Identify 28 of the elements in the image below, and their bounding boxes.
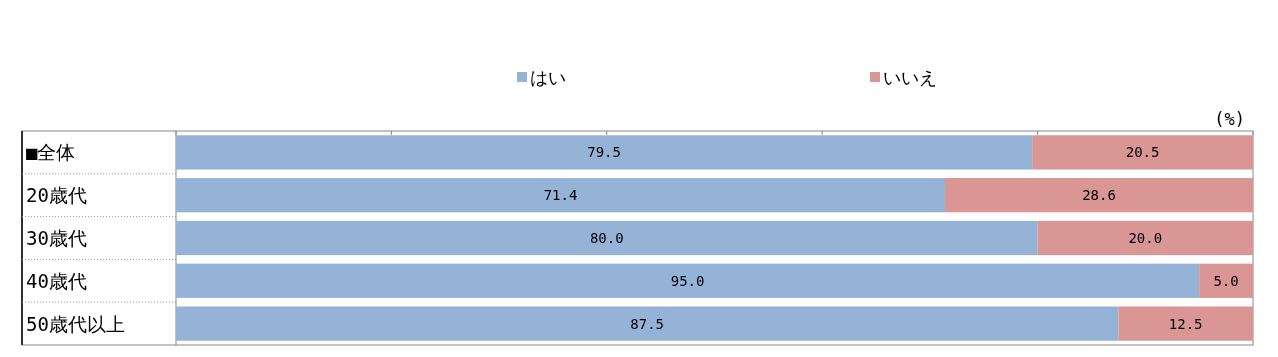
y-tick-label: 30歳代 (26, 227, 87, 249)
bar (176, 263, 1200, 298)
data-label: 71.4 (543, 187, 578, 204)
data-label: 20.0 (1128, 230, 1163, 246)
bar (176, 135, 1033, 170)
bar (1118, 306, 1254, 341)
bar (176, 178, 945, 213)
data-label: 5.0 (1213, 272, 1239, 289)
data-label: 80.0 (589, 230, 624, 246)
data-label: 79.5 (587, 144, 621, 161)
legend-label: いいえ (883, 67, 937, 88)
bar (944, 178, 1253, 213)
data-label: 87.5 (630, 315, 665, 332)
y-tick-label: ■全体 (26, 141, 76, 164)
y-tick-label: 20歳代 (26, 184, 87, 207)
data-label: 28.6 (1082, 187, 1116, 204)
y-tick-label: 50歳代以上 (26, 312, 125, 335)
y-tick-label: 40歳代 (26, 269, 87, 292)
bar (176, 220, 1038, 256)
legend-label: はい (530, 67, 566, 88)
bar (1037, 220, 1253, 256)
bar (1199, 263, 1253, 298)
bar (176, 306, 1119, 341)
data-label: 20.5 (1125, 144, 1160, 161)
data-label: 95.0 (670, 272, 705, 289)
text: (%) (1214, 109, 1245, 129)
data-label: 12.5 (1168, 315, 1203, 332)
bar (1032, 135, 1253, 170)
